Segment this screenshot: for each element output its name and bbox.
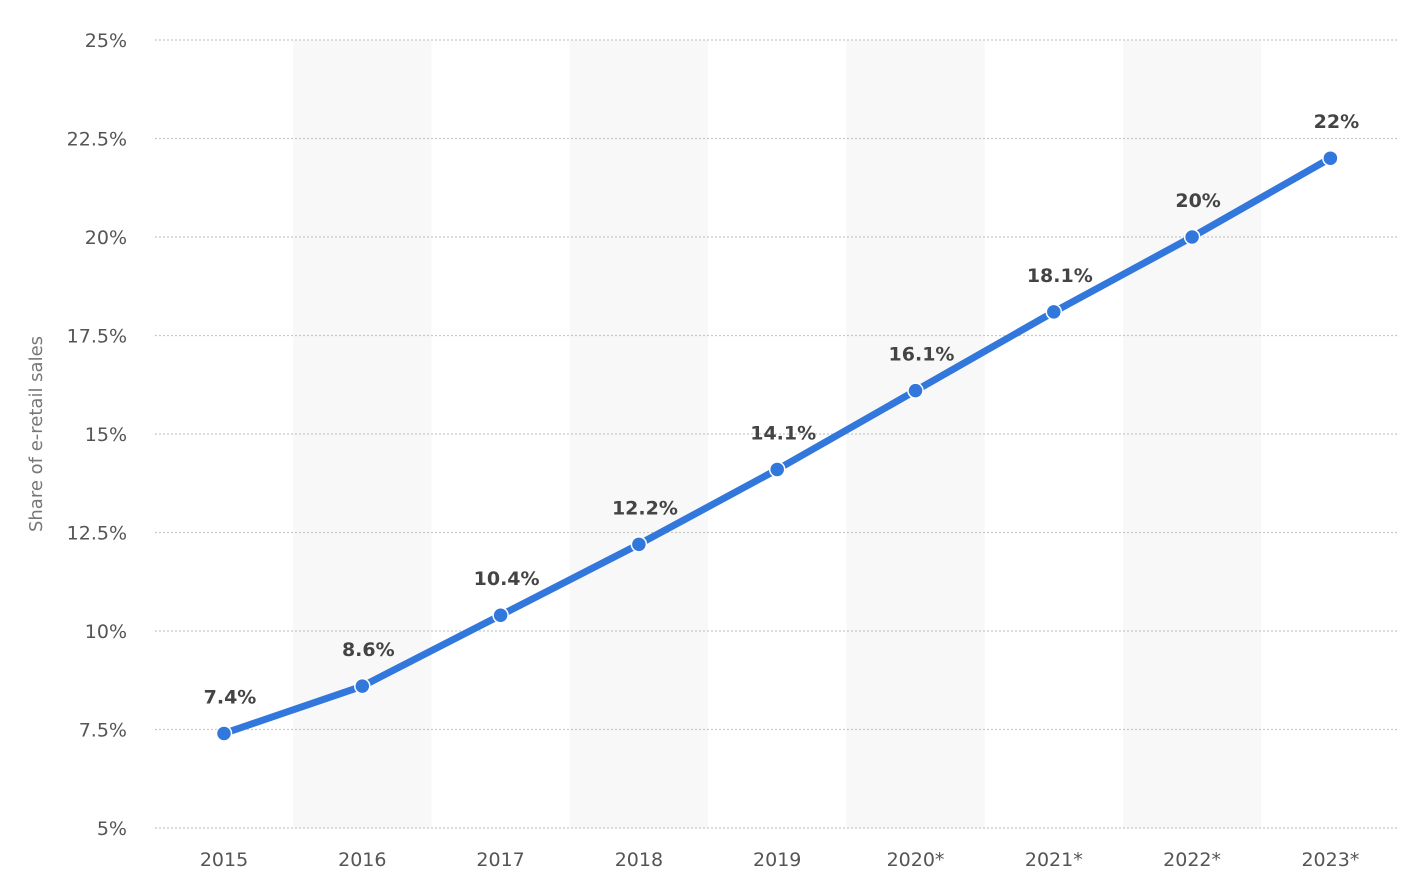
data-label: 16.1%	[889, 344, 955, 366]
x-tick-label: 2023*	[1301, 849, 1359, 871]
x-tick-label: 2016	[338, 849, 386, 871]
data-label: 8.6%	[342, 639, 395, 661]
y-tick-label: 17.5%	[67, 326, 127, 348]
y-tick-label: 20%	[85, 227, 127, 249]
data-point	[1322, 149, 1339, 167]
y-axis-ticks: 5% 7.5% 10% 12.5% 15% 17.5% 20% 22.5% 25%	[67, 30, 127, 840]
y-tick-label: 25%	[85, 30, 127, 52]
data-point	[1183, 228, 1201, 246]
data-label: 10.4%	[474, 568, 540, 590]
x-tick-label: 2015	[200, 849, 248, 871]
data-labels: 7.4% 8.6% 10.4% 12.2% 14.1% 16.1% 18.1% 20% 22%	[204, 111, 1359, 708]
data-point	[907, 382, 924, 399]
data-label: 12.2%	[612, 497, 678, 519]
y-tick-label: 5%	[97, 818, 127, 840]
data-point	[768, 461, 786, 478]
gridlines	[155, 39, 1398, 829]
y-tick-label: 12.5%	[67, 523, 127, 545]
y-tick-label: 7.5%	[79, 720, 127, 742]
x-tick-label: 2019	[753, 849, 801, 871]
data-label: 22%	[1314, 111, 1359, 133]
data-point	[354, 677, 371, 695]
x-axis-ticks: 2015 2016 2017 2018 2019 2020* 2021* 2022* 2023*	[200, 849, 1360, 871]
data-point	[630, 536, 648, 553]
data-label: 14.1%	[750, 422, 816, 444]
x-tick-label: 2022*	[1163, 849, 1221, 871]
x-tick-label: 2020*	[887, 849, 945, 871]
x-tick-label: 2021*	[1025, 849, 1083, 871]
x-tick-label: 2017	[476, 849, 524, 871]
y-tick-label: 10%	[85, 621, 127, 643]
x-tick-label: 2018	[615, 849, 663, 871]
data-points	[215, 149, 1339, 742]
data-point	[215, 725, 233, 742]
y-tick-label: 15%	[85, 424, 127, 446]
data-label: 18.1%	[1027, 265, 1093, 287]
data-label: 7.4%	[204, 686, 257, 708]
y-tick-label: 22.5%	[67, 129, 127, 151]
data-point	[1045, 303, 1063, 321]
category-band	[293, 40, 432, 828]
y-axis-title: Share of e-retail sales	[26, 336, 47, 532]
data-point	[492, 606, 509, 624]
data-label: 20%	[1175, 190, 1220, 212]
